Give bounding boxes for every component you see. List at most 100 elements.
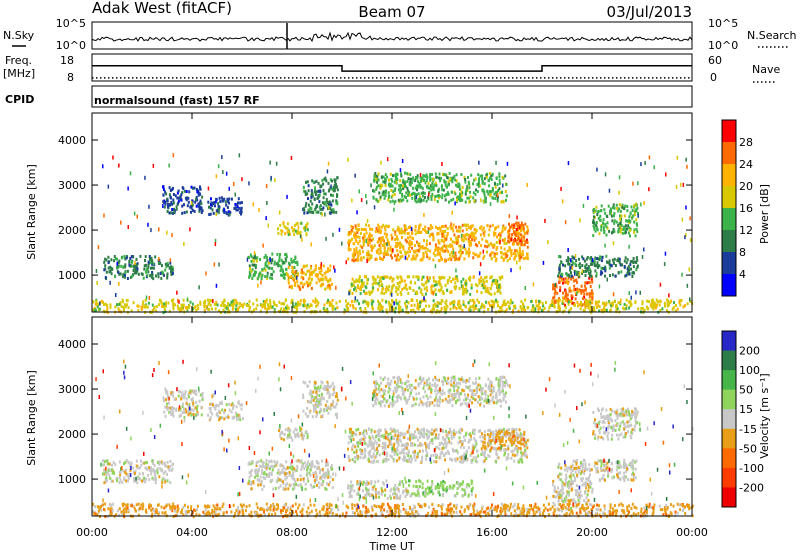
heatmap-cell	[411, 177, 413, 181]
heatmap-cell	[455, 225, 458, 229]
heatmap-cell	[550, 303, 553, 307]
heatmap-cell	[421, 179, 424, 183]
heatmap-cell	[399, 251, 402, 254]
heatmap-cell	[457, 302, 459, 306]
heatmap-cell	[238, 414, 241, 418]
heatmap-cell	[521, 240, 523, 244]
heatmap-cell	[294, 469, 297, 473]
heatmap-cell	[513, 223, 516, 227]
heatmap-cell	[495, 429, 498, 433]
heatmap-cell	[318, 193, 321, 197]
heatmap-cell	[444, 301, 447, 305]
heatmap-cell	[121, 298, 124, 302]
heatmap-cell	[282, 221, 285, 225]
heatmap-cell	[446, 191, 449, 195]
heatmap-cell	[624, 256, 627, 260]
heatmap-cell	[360, 198, 363, 202]
heatmap-cell	[334, 413, 337, 417]
heatmap-cell	[317, 196, 320, 200]
heatmap-cell	[230, 300, 233, 304]
heatmap-cell	[311, 202, 314, 206]
heatmap-cell	[391, 194, 394, 198]
heatmap-cell	[365, 223, 367, 227]
heatmap-cell	[627, 231, 630, 235]
heatmap-cell	[559, 255, 562, 259]
heatmap-cell	[465, 227, 468, 231]
heatmap-cell	[323, 271, 326, 275]
heatmap-cell	[675, 304, 677, 307]
heatmap-cell	[434, 243, 437, 247]
heatmap-cell	[194, 305, 197, 309]
heatmap-cell	[594, 269, 597, 273]
heatmap-cell	[310, 273, 313, 277]
heatmap-cell	[429, 175, 432, 179]
heatmap-cell	[484, 276, 486, 280]
heatmap-cell	[412, 308, 415, 312]
heatmap-cell	[403, 279, 406, 283]
heatmap-cell	[487, 192, 490, 196]
heatmap-cell	[201, 395, 204, 399]
heatmap-cell	[235, 303, 238, 307]
heatmap-cell	[506, 300, 509, 304]
heatmap-cell	[626, 205, 629, 208]
heatmap-cell	[354, 226, 357, 230]
heatmap-cell	[431, 173, 434, 176]
heatmap-cell	[147, 260, 150, 264]
heatmap-cell	[542, 260, 545, 265]
colorbar-tick-label: 24	[739, 158, 753, 171]
heatmap-cell	[308, 305, 311, 309]
heatmap-cell	[354, 445, 357, 449]
heatmap-cell	[407, 177, 410, 181]
heatmap-cell	[455, 173, 458, 177]
heatmap-cell	[480, 244, 483, 248]
heatmap-cell	[516, 250, 519, 254]
heatmap-cell	[120, 220, 122, 225]
heatmap-cell	[643, 201, 645, 206]
heatmap-cell	[248, 475, 251, 479]
heatmap-cell	[586, 281, 589, 285]
heatmap-cell	[442, 292, 445, 295]
heatmap-cell	[415, 290, 418, 294]
heatmap-cell	[214, 307, 217, 311]
heatmap-cell	[493, 243, 496, 247]
heatmap-cell	[661, 307, 664, 311]
heatmap-cell	[168, 186, 171, 190]
heatmap-cell	[463, 236, 466, 240]
heatmap-cell	[474, 199, 477, 203]
heatmap-cell	[353, 233, 355, 237]
heatmap-cell	[210, 402, 213, 406]
heatmap-cell	[195, 393, 198, 396]
heatmap-cell	[663, 301, 666, 305]
heatmap-cell	[388, 302, 391, 306]
heatmap-cell	[137, 304, 140, 308]
heatmap-cell	[241, 303, 244, 307]
heatmap-cell	[221, 416, 224, 420]
heatmap-cell	[445, 234, 448, 238]
heatmap-cell	[183, 189, 186, 193]
heatmap-cell	[285, 267, 287, 271]
heatmap-cell	[373, 244, 376, 248]
heatmap-cell	[465, 291, 468, 295]
heatmap-cell	[189, 300, 192, 304]
heatmap-cell	[450, 258, 453, 262]
heatmap-cell	[591, 301, 594, 305]
heatmap-cell	[388, 307, 391, 311]
heatmap-cell	[218, 196, 221, 200]
heatmap-cell	[490, 174, 493, 178]
heatmap-cell	[377, 282, 380, 286]
heatmap-cell	[222, 304, 225, 308]
heatmap-cell	[383, 196, 386, 200]
heatmap-cell	[306, 434, 309, 438]
heatmap-cell	[558, 255, 561, 258]
heatmap-cell	[484, 196, 487, 200]
heatmap-cell	[328, 303, 331, 307]
heatmap-cell	[286, 227, 289, 231]
heatmap-cell	[347, 309, 350, 313]
heatmap-cell	[518, 256, 521, 260]
heatmap-cell	[279, 463, 282, 467]
heatmap-cell	[561, 281, 564, 285]
heatmap-cell	[381, 309, 384, 313]
heatmap-cell	[322, 397, 325, 401]
heatmap-cell	[449, 302, 452, 306]
heatmap-cell	[310, 207, 313, 211]
